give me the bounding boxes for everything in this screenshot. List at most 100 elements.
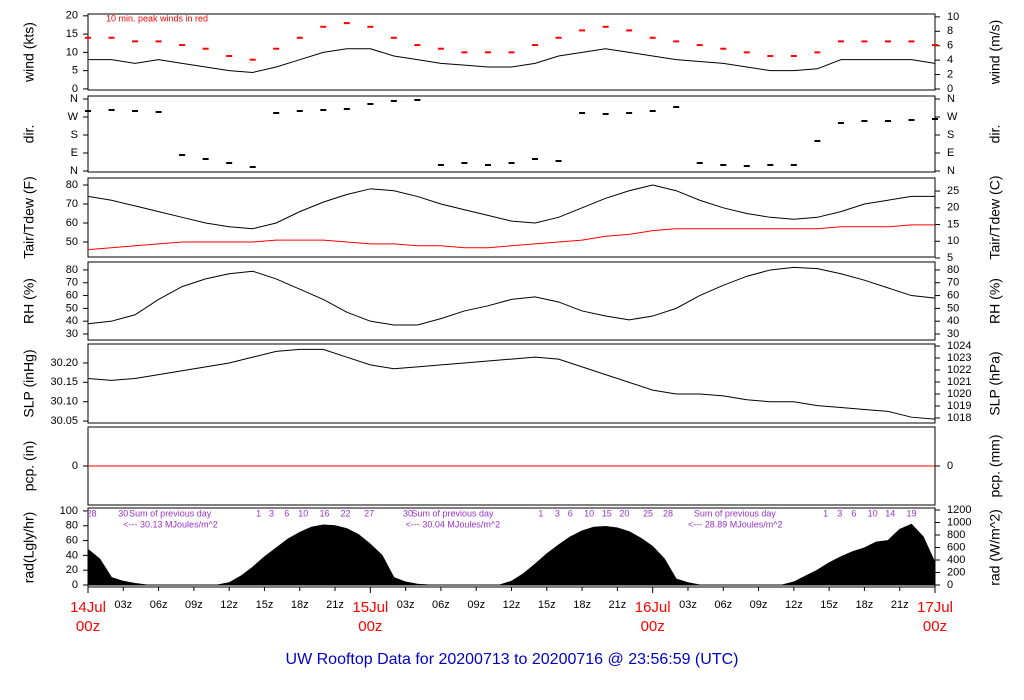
y2-tick-label: 25 bbox=[947, 185, 959, 197]
y2-tick-label: 70 bbox=[947, 277, 959, 289]
y-tick-label: 30.20 bbox=[50, 357, 78, 369]
cumulative-label: 15 bbox=[602, 508, 612, 518]
y-tick-label: 50 bbox=[66, 302, 78, 314]
panel-frame bbox=[87, 261, 936, 341]
cumulative-label: 14 bbox=[885, 508, 895, 518]
y-tick-label: E bbox=[71, 147, 78, 159]
y2-tick-label: 60 bbox=[947, 289, 959, 301]
y-tick-label: 20 bbox=[66, 564, 78, 576]
y-tick-label: 40 bbox=[66, 315, 78, 327]
y2-tick-label: 0 bbox=[947, 83, 953, 95]
y2-tick-label: 40 bbox=[947, 315, 959, 327]
cumulative-label: 27 bbox=[364, 508, 374, 518]
y2-tick-label: 10 bbox=[947, 235, 959, 247]
series-line bbox=[87, 184, 935, 230]
y2-axis-title: rad (W/m^2) bbox=[987, 509, 1003, 586]
y2-tick-label: 15 bbox=[947, 218, 959, 230]
y2-tick-label: 0 bbox=[947, 579, 953, 591]
cumulative-label: 6 bbox=[568, 508, 573, 518]
y-tick-label: 20 bbox=[66, 10, 78, 22]
y2-tick-label: E bbox=[947, 147, 954, 159]
y-axis-title: dir. bbox=[21, 125, 37, 144]
cumulative-label: 3 bbox=[555, 508, 560, 518]
y-tick-label: 30.05 bbox=[50, 415, 78, 427]
sum-value: <--- 30.04 MJoules/m^2 bbox=[406, 519, 501, 529]
day-sublabel: 00z bbox=[76, 618, 100, 635]
x-tick-label: 15z bbox=[820, 599, 838, 611]
cumulative-label: 3 bbox=[837, 508, 842, 518]
panel-frame bbox=[87, 343, 936, 424]
y2-tick-label: 1200 bbox=[947, 504, 971, 516]
y-axis-title: pcp. (in) bbox=[21, 441, 37, 492]
x-tick-label: 06z bbox=[150, 599, 168, 611]
y2-tick-label: 10 bbox=[947, 11, 959, 23]
y2-axis-title: dir. bbox=[987, 125, 1003, 144]
x-tick-label: 21z bbox=[609, 599, 627, 611]
panel-frame bbox=[87, 177, 936, 258]
y2-tick-label: 1022 bbox=[947, 364, 971, 376]
y-tick-label: 30 bbox=[66, 328, 78, 340]
y-tick-label: 100 bbox=[60, 505, 78, 517]
x-tick-label: 21z bbox=[326, 599, 344, 611]
y2-axis-title: Tair/Tdew (C) bbox=[987, 175, 1003, 259]
y2-tick-label: 30 bbox=[947, 328, 959, 340]
y-tick-label: 80 bbox=[66, 520, 78, 532]
x-tick-label: 09z bbox=[185, 599, 203, 611]
y2-tick-label: 20 bbox=[947, 202, 959, 214]
y-tick-label: 60 bbox=[66, 289, 78, 301]
cumulative-label: 10 bbox=[298, 508, 308, 518]
sum-heading: Sum of previous day bbox=[129, 508, 212, 518]
cumulative-label: 16 bbox=[319, 508, 329, 518]
y2-tick-label: S bbox=[947, 129, 954, 141]
y2-axis-title: RH (%) bbox=[987, 278, 1003, 324]
x-tick-label: 12z bbox=[785, 599, 803, 611]
y2-tick-label: 1020 bbox=[947, 388, 971, 400]
x-tick-label: 21z bbox=[891, 599, 909, 611]
y-tick-label: 0 bbox=[72, 83, 78, 95]
cumulative-label: 1 bbox=[256, 508, 261, 518]
y2-tick-label: 0 bbox=[947, 460, 953, 472]
y-tick-label: N bbox=[70, 165, 78, 177]
cumulative-label: 30 bbox=[403, 508, 413, 518]
y2-tick-label: W bbox=[947, 111, 958, 123]
y2-tick-label: N bbox=[947, 165, 955, 177]
cumulative-label: 1 bbox=[538, 508, 543, 518]
day-label: 16Jul bbox=[635, 599, 671, 616]
y2-tick-label: 80 bbox=[947, 264, 959, 276]
day-sublabel: 00z bbox=[641, 618, 665, 635]
x-tick-label: 03z bbox=[114, 599, 132, 611]
y2-tick-label: 1000 bbox=[947, 516, 971, 528]
y-axis-title: rad(Lgly/hr) bbox=[21, 512, 37, 584]
cumulative-label: 3 bbox=[269, 508, 274, 518]
y2-axis-title: SLP (hPa) bbox=[987, 351, 1003, 415]
cumulative-label: 6 bbox=[284, 508, 289, 518]
y-axis-title: Tair/Tdew (F) bbox=[21, 176, 37, 258]
series-line bbox=[87, 348, 936, 420]
y2-tick-label: 400 bbox=[947, 554, 965, 566]
cumulative-label: 30 bbox=[118, 508, 128, 518]
y-tick-label: 70 bbox=[66, 198, 78, 210]
cumulative-label: 10 bbox=[868, 508, 878, 518]
y2-tick-label: 1024 bbox=[947, 340, 971, 352]
y-tick-label: 40 bbox=[66, 549, 78, 561]
series-line bbox=[87, 266, 936, 326]
y-tick-label: 50 bbox=[66, 236, 78, 248]
y2-tick-label: 2 bbox=[947, 68, 953, 80]
y-axis-title: RH (%) bbox=[21, 278, 37, 324]
y-tick-label: 15 bbox=[66, 28, 78, 40]
series-line bbox=[87, 224, 935, 251]
y2-tick-label: 4 bbox=[947, 54, 953, 66]
sum-heading: Sum of previous day bbox=[694, 508, 777, 518]
y-tick-label: 60 bbox=[66, 217, 78, 229]
y2-tick-label: 1018 bbox=[947, 412, 971, 424]
y2-tick-label: 6 bbox=[947, 40, 953, 52]
y-tick-label: 80 bbox=[66, 264, 78, 276]
y-tick-label: W bbox=[68, 111, 79, 123]
y2-tick-label: 200 bbox=[947, 566, 965, 578]
x-tick-label: 15z bbox=[256, 599, 274, 611]
y2-tick-label: 600 bbox=[947, 541, 965, 553]
y-tick-label: 0 bbox=[72, 460, 78, 472]
x-tick-label: 09z bbox=[750, 599, 768, 611]
y2-tick-label: 1019 bbox=[947, 400, 971, 412]
day-label: 14Jul bbox=[70, 599, 106, 616]
